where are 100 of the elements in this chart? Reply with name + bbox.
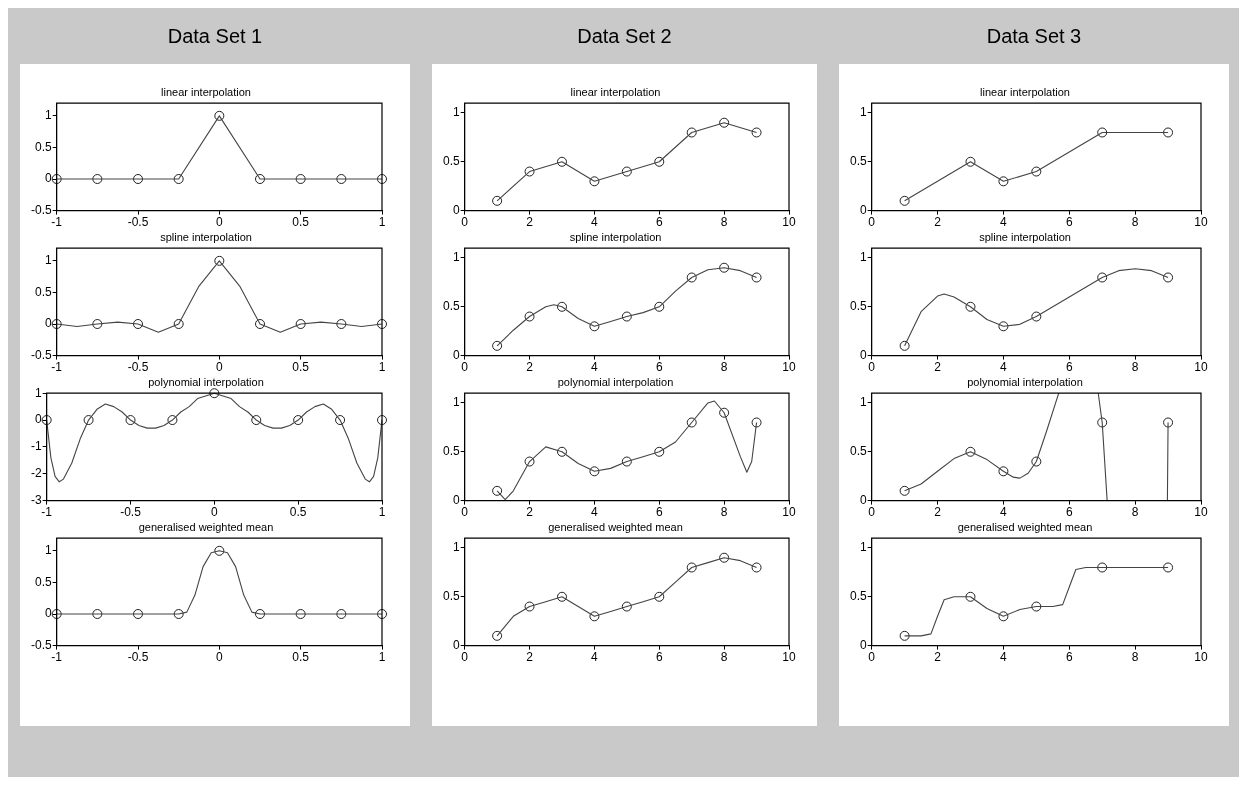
- y-tick-label: 0.5: [849, 444, 867, 459]
- y-tick-label: 0: [44, 171, 52, 186]
- y-tick-label: 1: [452, 105, 460, 120]
- x-tick-label: 10: [1194, 505, 1208, 520]
- y-tick-label: 0.5: [849, 154, 867, 169]
- x-tick-label: 10: [782, 650, 796, 665]
- point: [998, 321, 1009, 332]
- x-tick-label: 6: [655, 360, 663, 375]
- point: [1097, 562, 1108, 573]
- chart-title: spline interpolation: [160, 230, 252, 243]
- point: [719, 407, 730, 418]
- chart-title: linear interpolation: [980, 85, 1070, 98]
- y-tick-label: 0: [452, 637, 460, 652]
- x-tick-label: 10: [782, 215, 796, 230]
- point: [492, 195, 503, 206]
- chart-title: linear interpolation: [161, 85, 251, 98]
- x-tick-label: 10: [1194, 215, 1208, 230]
- x-tick-label: 0.5: [292, 360, 310, 375]
- chart-title: linear interpolation: [570, 85, 661, 98]
- y-tick-label: 0: [452, 492, 460, 507]
- x-tick-label: 4: [1000, 505, 1008, 520]
- x-tick-label: 2: [934, 360, 942, 375]
- y-tick-label: 0: [34, 412, 42, 427]
- point: [686, 127, 697, 138]
- y-tick-label: 0.5: [849, 299, 867, 314]
- point: [1031, 456, 1042, 467]
- y-tick-label: 1: [44, 253, 52, 268]
- x-tick-label: 2: [526, 360, 534, 375]
- x-tick-label: 8: [1131, 360, 1139, 375]
- x-tick-label: 4: [591, 650, 599, 665]
- y-tick-label: 1: [452, 250, 460, 265]
- x-tick-label: 10: [1194, 360, 1208, 375]
- y-tick-label: 0.5: [442, 154, 460, 169]
- point: [899, 195, 910, 206]
- y-tick-label: 0.5: [849, 589, 867, 604]
- point: [719, 262, 730, 273]
- y-tick-label: 0: [859, 492, 867, 507]
- point: [686, 562, 697, 573]
- y-tick-label: 1: [452, 395, 460, 410]
- x-tick-label: 6: [1065, 505, 1073, 520]
- chart-title: spline interpolation: [569, 230, 662, 243]
- x-tick-label: 6: [1065, 215, 1073, 230]
- x-tick-label: 0.5: [292, 215, 310, 230]
- point: [1031, 601, 1042, 612]
- x-tick-label: 10: [1194, 650, 1208, 665]
- x-tick-label: 4: [1000, 215, 1008, 230]
- x-tick-label: 4: [591, 505, 599, 520]
- point: [751, 417, 762, 428]
- y-tick-label: 1: [859, 105, 867, 120]
- point: [1163, 417, 1174, 428]
- point: [899, 630, 910, 641]
- x-tick-label: 6: [655, 505, 663, 520]
- y-tick-label: 0.5: [442, 299, 460, 314]
- text: Data Set 3: [839, 8, 1229, 64]
- x-tick-label: 8: [1131, 650, 1139, 665]
- x-tick-label: 6: [1065, 650, 1073, 665]
- point: [654, 446, 665, 457]
- point: [751, 562, 762, 573]
- point: [589, 321, 600, 332]
- x-tick-label: 6: [655, 215, 663, 230]
- x-tick-label: 0.5: [292, 650, 310, 665]
- y-tick-label: 0: [859, 637, 867, 652]
- point: [589, 176, 600, 187]
- x-tick-label: 2: [934, 650, 942, 665]
- point: [751, 272, 762, 283]
- y-tick-label: 0.5: [34, 139, 52, 154]
- x-tick-label: 0.5: [289, 505, 307, 520]
- y-tick-label: -2: [31, 466, 42, 481]
- point: [965, 446, 976, 457]
- point: [556, 591, 567, 602]
- y-tick-label: -0.5: [30, 637, 52, 652]
- point: [998, 176, 1009, 187]
- y-tick-label: -1: [31, 439, 42, 454]
- point: [524, 601, 535, 612]
- text: Data Set 2: [432, 8, 817, 64]
- point: [965, 591, 976, 602]
- chart-title: polynomial interpolation: [967, 375, 1083, 388]
- point: [556, 446, 567, 457]
- x-tick-label: 8: [720, 650, 728, 665]
- x-tick-label: 4: [591, 360, 599, 375]
- x-tick-label: 4: [591, 215, 599, 230]
- y-tick-label: 0: [44, 316, 52, 331]
- point: [524, 311, 535, 322]
- y-tick-label: 0: [859, 202, 867, 217]
- y-tick-label: 0: [452, 347, 460, 362]
- x-tick-label: 2: [526, 215, 534, 230]
- point: [621, 166, 632, 177]
- point: [1163, 562, 1174, 573]
- x-tick-label: 8: [1131, 215, 1139, 230]
- point: [1097, 127, 1108, 138]
- point: [899, 340, 910, 351]
- point: [654, 591, 665, 602]
- point: [654, 156, 665, 167]
- point: [686, 272, 697, 283]
- x-tick-label: 10: [782, 360, 796, 375]
- x-tick-label: 4: [1000, 360, 1008, 375]
- y-tick-label: -0.5: [30, 347, 52, 362]
- point: [965, 301, 976, 312]
- y-tick-label: 1: [859, 540, 867, 555]
- x-tick-label: -0.5: [120, 505, 142, 520]
